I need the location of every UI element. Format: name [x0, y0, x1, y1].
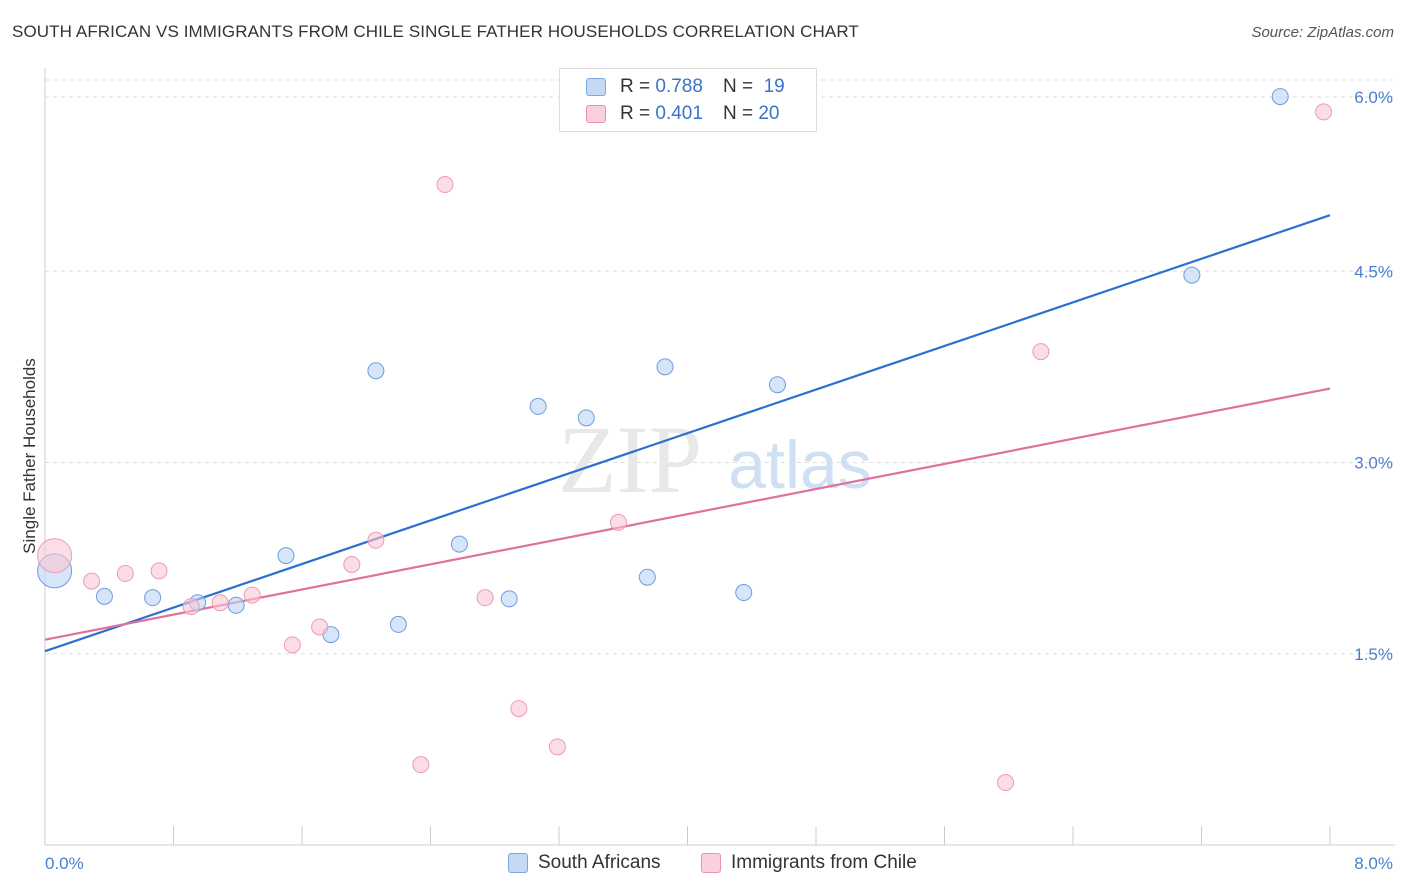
point-south-africans	[450, 535, 468, 553]
point-chile	[83, 572, 101, 590]
point-south-africans	[95, 587, 113, 605]
point-south-africans	[227, 596, 245, 614]
x-tick-label: 0.0%	[45, 854, 84, 873]
point-chile	[1315, 103, 1333, 121]
series-swatch-chile	[701, 853, 721, 873]
series-swatch-south-africans	[508, 853, 528, 873]
point-chile	[609, 513, 627, 531]
point-south-africans	[735, 584, 753, 602]
series-legend: South Africans Immigrants from Chile	[0, 852, 1406, 878]
watermark: ZIP atlas	[558, 406, 872, 513]
point-chile	[283, 636, 301, 654]
watermark-atlas: atlas	[728, 427, 872, 503]
correlation-legend: R = 0.788 N = 19 R = 0.401 N = 20	[559, 68, 817, 132]
source-label: Source: ZipAtlas.com	[1251, 24, 1394, 41]
point-chile	[476, 589, 494, 607]
y-tick-label: 4.5%	[1354, 262, 1393, 281]
legend-row-south-africans: R = 0.788 N = 19	[586, 75, 785, 99]
point-chile	[37, 538, 73, 574]
legend-n-label: N =	[722, 76, 754, 97]
axes	[44, 68, 1395, 846]
series-legend-chile: Immigrants from Chile	[701, 852, 917, 874]
trend-line-south-africans	[44, 214, 1331, 653]
trend-lines	[44, 214, 1331, 653]
y-tick-label: 3.0%	[1354, 454, 1393, 473]
legend-n-value-chile: 20	[758, 103, 780, 124]
point-south-africans	[144, 589, 162, 607]
point-chile	[1032, 343, 1050, 361]
point-chile	[367, 531, 385, 549]
point-south-africans	[389, 615, 407, 633]
point-chile	[182, 598, 200, 616]
point-south-africans	[529, 397, 547, 415]
point-south-africans	[638, 568, 656, 586]
legend-swatch-chile	[586, 105, 606, 123]
series-name-chile: Immigrants from Chile	[731, 852, 917, 873]
point-chile	[436, 176, 454, 194]
legend-n-label: N =	[722, 103, 754, 124]
point-south-africans	[500, 590, 518, 608]
legend-swatch-south-africans	[586, 78, 606, 96]
point-chile	[343, 556, 361, 573]
point-south-africans	[768, 376, 786, 394]
point-chile	[997, 774, 1015, 792]
legend-r-value-south-africans: 0.788	[655, 76, 703, 97]
data-points	[37, 88, 1333, 792]
legend-r-value-chile: 0.401	[655, 103, 703, 124]
y-tick-label: 1.5%	[1354, 645, 1393, 664]
chart-title: SOUTH AFRICAN VS IMMIGRANTS FROM CHILE S…	[12, 22, 859, 41]
y-tick-label: 6.0%	[1354, 88, 1393, 107]
series-name-south-africans: South Africans	[538, 852, 661, 873]
point-chile	[548, 738, 566, 756]
point-south-africans	[367, 362, 385, 380]
point-chile	[116, 564, 134, 582]
point-chile	[510, 700, 528, 718]
point-chile	[150, 562, 168, 580]
legend-row-chile: R = 0.401 N = 20	[586, 102, 779, 126]
point-south-africans	[1183, 266, 1201, 284]
point-south-africans	[656, 358, 674, 376]
point-south-africans	[577, 409, 595, 427]
point-south-africans	[1271, 88, 1289, 106]
point-chile	[211, 594, 229, 612]
gridlines	[45, 79, 1395, 655]
point-south-africans	[277, 547, 295, 565]
x-tick-label: 8.0%	[1354, 854, 1393, 873]
series-legend-south-africans: South Africans	[508, 852, 661, 874]
point-chile	[412, 756, 430, 774]
legend-n-value-south-africans: 19	[763, 76, 785, 97]
point-chile	[311, 618, 329, 636]
tick-labels: 1.5% 3.0% 4.5% 6.0% 0.0% 8.0%	[45, 88, 1393, 873]
legend-r-label: R =	[620, 103, 651, 124]
point-chile	[243, 586, 261, 604]
legend-r-label: R =	[620, 76, 651, 97]
